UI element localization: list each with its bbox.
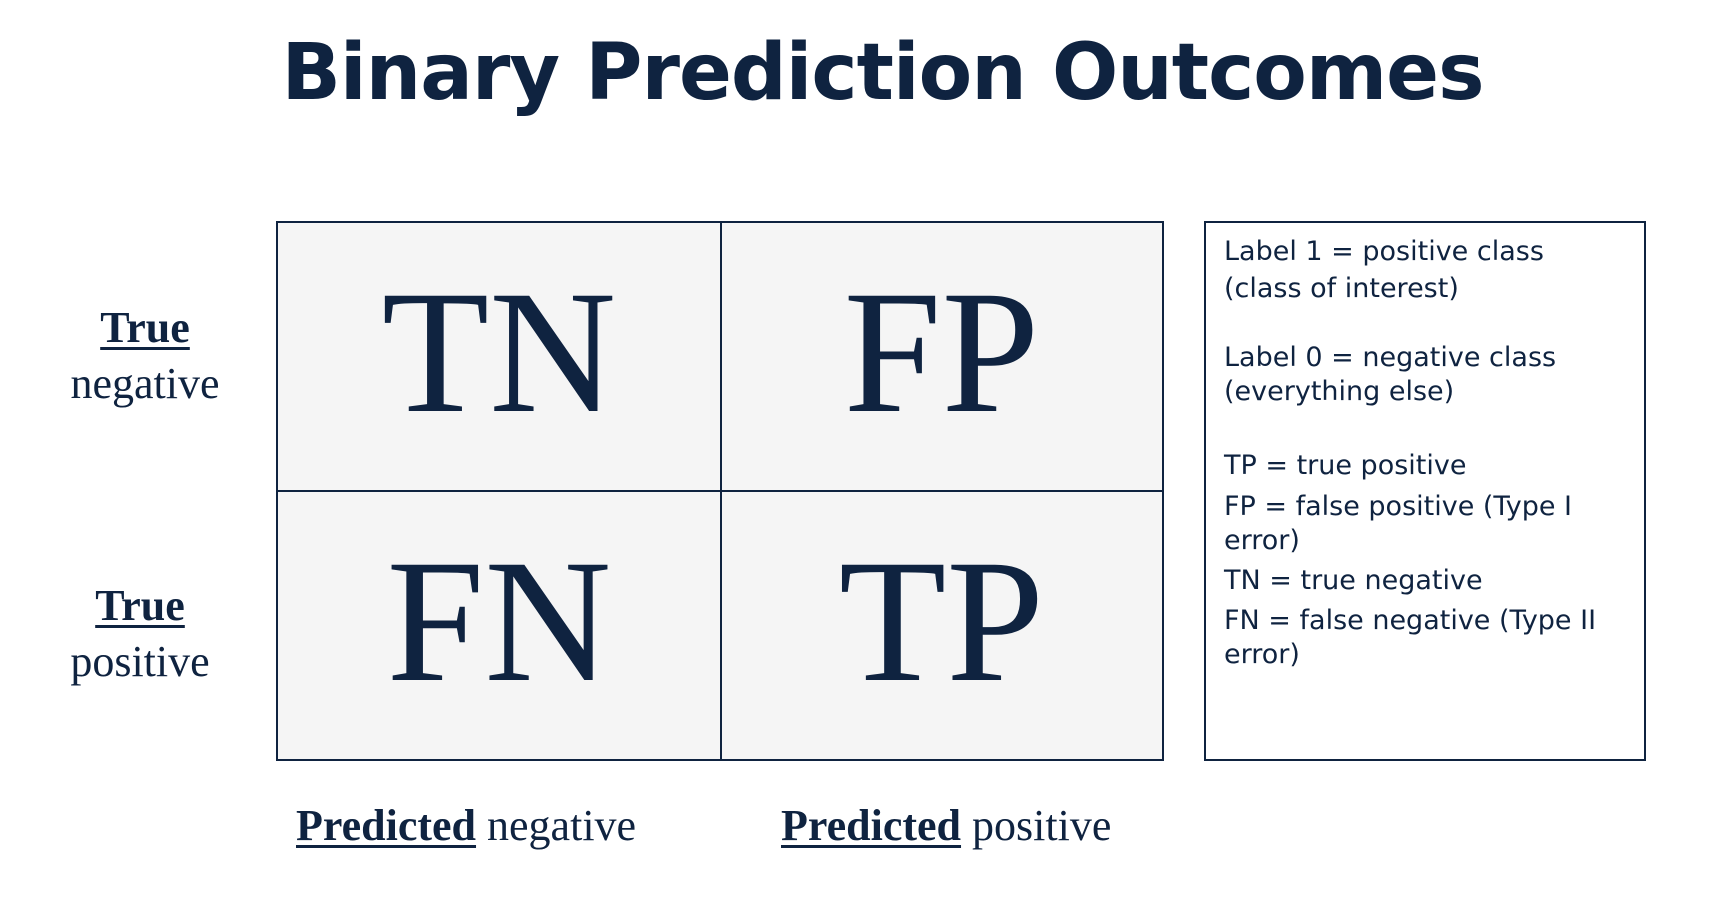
row-label-text: negative bbox=[70, 359, 220, 408]
row-label-keyword: True bbox=[100, 303, 190, 352]
legend-fp-line1: FP = false positive (Type I bbox=[1224, 491, 1572, 522]
col-label-keyword: Predicted bbox=[781, 801, 962, 850]
legend-fn-line1: FN = false negative (Type II bbox=[1224, 605, 1597, 636]
row-label-true-positive: True positive bbox=[40, 578, 240, 690]
col-label-predicted-negative: Predicted negative bbox=[296, 800, 636, 851]
cell-true-negative: TN bbox=[278, 223, 722, 492]
cell-true-positive: TP bbox=[838, 523, 1045, 719]
col-label-text: positive bbox=[961, 801, 1112, 850]
legend-label0-line1: Label 0 = negative class bbox=[1224, 342, 1557, 373]
col-label-keyword: Predicted bbox=[296, 801, 477, 850]
row-label-true-negative: True negative bbox=[45, 300, 245, 412]
legend-fn-line2: error) bbox=[1224, 639, 1300, 670]
legend-box: Label 1 = positive class (class of inter… bbox=[1204, 221, 1646, 761]
legend-tn: TN = true negative bbox=[1224, 565, 1483, 596]
row-label-keyword: True bbox=[95, 581, 185, 630]
page-title: Binary Prediction Outcomes bbox=[281, 28, 1484, 118]
legend-fp-line2: error) bbox=[1224, 525, 1300, 556]
confusion-matrix: TN FP FN TP bbox=[276, 221, 1164, 761]
col-label-text: negative bbox=[476, 801, 637, 850]
cell-false-positive: FP bbox=[721, 223, 1162, 492]
legend-tp: TP = true positive bbox=[1224, 450, 1467, 481]
legend-label0-line2: (everything else) bbox=[1224, 376, 1455, 407]
row-label-text: positive bbox=[70, 637, 210, 686]
cell-false-negative: FN bbox=[278, 492, 722, 759]
col-label-predicted-positive: Predicted positive bbox=[781, 800, 1111, 851]
legend-label1-line1: Label 1 = positive class bbox=[1224, 236, 1544, 267]
legend-label1-line2: (class of interest) bbox=[1224, 273, 1459, 304]
